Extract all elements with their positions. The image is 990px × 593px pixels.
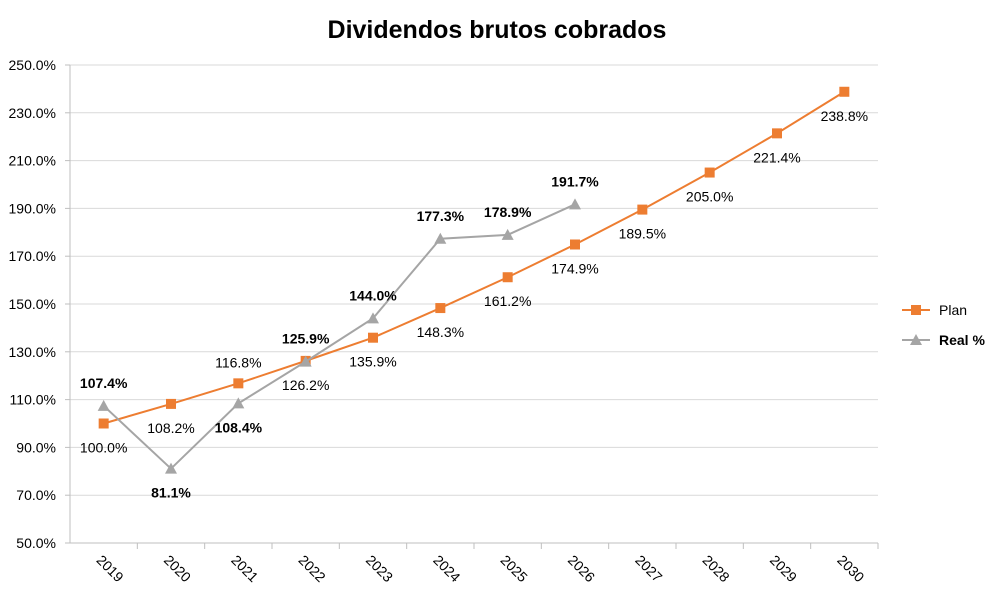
x-tick-label: 2023	[363, 552, 396, 585]
x-tick-label: 2022	[296, 552, 329, 585]
legend: Plan Real %	[902, 302, 985, 348]
plan-marker	[98, 418, 109, 429]
legend-square-icon	[911, 305, 921, 315]
x-tick-label: 2028	[700, 552, 733, 585]
y-tick-label: 50.0%	[16, 535, 56, 551]
y-tick-label: 250.0%	[9, 57, 56, 73]
x-tick-label: 2019	[94, 552, 127, 585]
data-label: 108.2%	[147, 420, 194, 436]
real-marker	[434, 232, 447, 244]
chart-title: Dividendos brutos cobrados	[328, 16, 667, 44]
real-marker	[299, 355, 312, 367]
data-label: 205.0%	[686, 189, 733, 205]
data-label: 144.0%	[349, 287, 397, 303]
data-label: 81.1%	[151, 485, 191, 501]
plan-marker	[637, 204, 648, 215]
real-marker	[367, 312, 379, 324]
legend-label: Real %	[939, 332, 985, 348]
plan-marker	[772, 128, 782, 139]
data-label: 221.4%	[753, 149, 800, 165]
y-tick-label: 70.0%	[16, 487, 56, 503]
legend-label: Plan	[939, 302, 967, 318]
x-tick-label: 2026	[565, 552, 598, 585]
plan-marker	[166, 398, 176, 409]
y-tick-label: 190.0%	[9, 200, 56, 216]
data-label: 189.5%	[619, 226, 666, 242]
y-tick-label: 130.0%	[9, 344, 56, 360]
data-label: 177.3%	[417, 208, 465, 224]
plan-marker	[233, 378, 244, 389]
plan-marker	[368, 332, 378, 343]
real-marker	[232, 397, 245, 409]
data-label: 126.2%	[282, 377, 329, 393]
plan-marker	[704, 167, 715, 178]
series-line-plan	[103, 90, 845, 425]
y-tick-label: 150.0%	[9, 296, 56, 312]
data-label: 107.4%	[80, 375, 128, 391]
data-label: 238.8%	[821, 108, 868, 124]
data-label: 135.9%	[349, 354, 396, 370]
x-tick-label: 2027	[632, 552, 665, 585]
y-tick-label: 110.0%	[10, 392, 56, 408]
y-tick-label: 230.0%	[9, 105, 56, 121]
data-label: 108.4%	[215, 419, 263, 435]
plan-marker	[502, 272, 513, 283]
y-tick-label: 170.0%	[9, 248, 56, 264]
data-label: 116.8%	[215, 354, 261, 370]
data-label: 178.9%	[484, 204, 532, 220]
x-tick-label: 2029	[767, 552, 800, 585]
x-tick-label: 2025	[498, 552, 531, 585]
real-marker	[569, 198, 581, 210]
real-marker	[501, 228, 514, 240]
data-label: 161.2%	[484, 293, 531, 309]
x-tick-label: 2020	[161, 552, 194, 585]
plan-marker	[435, 303, 446, 314]
data-label: 100.0%	[80, 440, 127, 456]
data-label: 125.9%	[282, 331, 330, 347]
data-label: 174.9%	[551, 260, 598, 276]
legend-triangle-icon	[910, 334, 922, 345]
x-tick-label: 2021	[228, 552, 261, 585]
real-marker	[97, 399, 110, 411]
x-tick-label: 2030	[834, 552, 867, 585]
real-marker	[165, 462, 177, 474]
plan-marker	[839, 86, 850, 97]
data-label: 191.7%	[551, 173, 599, 189]
data-label: 148.3%	[417, 324, 464, 340]
x-tick-label: 2024	[430, 552, 463, 585]
y-tick-label: 90.0%	[16, 439, 56, 455]
y-tick-label: 210.0%	[9, 153, 56, 169]
plan-marker	[570, 239, 580, 250]
series-line-real	[102, 203, 576, 471]
